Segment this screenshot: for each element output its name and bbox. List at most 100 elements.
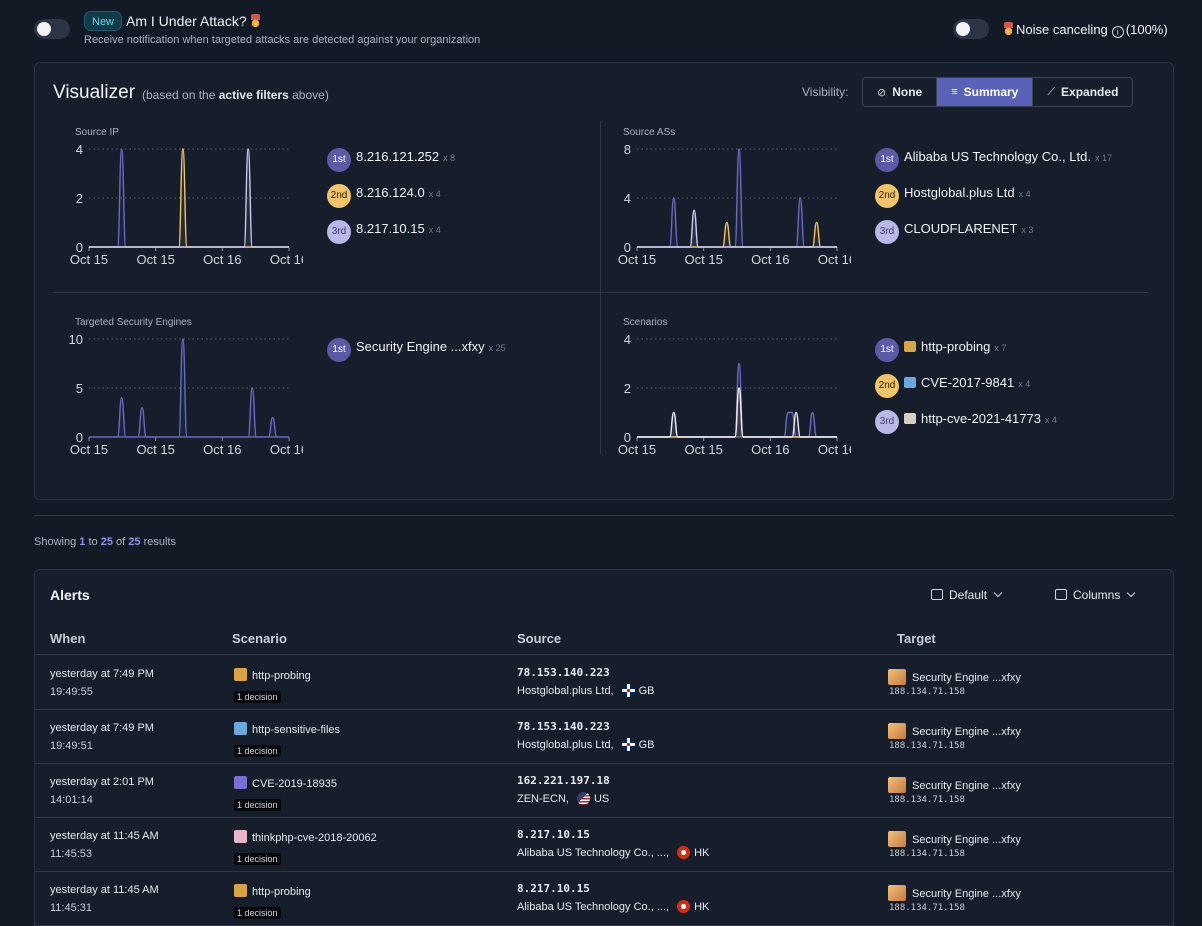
decision-badge[interactable]: 1 decision (234, 745, 281, 757)
target-engine[interactable]: Security Engine ...xfxy (888, 831, 1021, 847)
when-time: 19:49:55 (50, 686, 93, 698)
visibility-none-button[interactable]: ⊘ None (863, 78, 938, 106)
y-tick-label: 4 (624, 191, 631, 206)
rank-count: x 3 (1021, 225, 1034, 235)
flag-icon (576, 792, 590, 805)
visibility-summary-button[interactable]: ≡ Summary (937, 78, 1034, 106)
when-relative: yesterday at 2:01 PM (50, 776, 154, 788)
panel-divider-horizontal (53, 292, 1148, 293)
layout-icon (931, 589, 943, 600)
flag-icon (621, 738, 635, 751)
noise-toggle[interactable] (953, 19, 989, 39)
series-line[interactable] (637, 209, 837, 248)
alerts-table: Alerts Default Columns When Scenario Sou… (34, 569, 1174, 926)
rank-label: CLOUDFLARENET x 3 (904, 221, 1033, 236)
target-engine[interactable]: Security Engine ...xfxy (888, 723, 1021, 739)
x-tick-label: Oct 15 (685, 442, 723, 457)
scenario-name: http-probing (252, 886, 311, 898)
decision-badge[interactable]: 1 decision (234, 691, 281, 703)
subtitle-bold: active filters (218, 88, 289, 102)
table-row[interactable]: yesterday at 2:01 PM 14:01:14 CVE-2019-189… (35, 764, 1173, 818)
x-tick-label: Oct 15 (618, 252, 656, 267)
engine-icon (888, 777, 906, 793)
subtitle-suffix: above) (292, 88, 329, 102)
header-when[interactable]: When (50, 631, 86, 646)
scenario-cell[interactable]: http-probing (234, 884, 311, 898)
rank-text: CVE-2017-9841 (921, 375, 1015, 390)
visualizer-title: Visualizer (53, 82, 136, 103)
attack-title-text: Am I Under Attack? (126, 13, 247, 29)
results-suffix: results (143, 536, 176, 548)
rank-text: 8.216.121.252 (356, 149, 440, 164)
header-source[interactable]: Source (517, 631, 562, 646)
x-tick-label: Oct 15 (685, 252, 723, 267)
visualizer-subtitle: (based on the active filters above) (142, 88, 329, 102)
header-target[interactable]: Target (897, 631, 936, 646)
scenario-cell[interactable]: http-probing (234, 668, 311, 682)
x-tick-label: Oct 16 (818, 252, 851, 267)
y-tick-label: 2 (76, 191, 83, 206)
visualizer-card: Visualizer (based on the active filters … (34, 62, 1174, 500)
y-tick-label: 8 (624, 142, 631, 157)
target-engine[interactable]: Security Engine ...xfxy (888, 777, 1021, 793)
when-relative: yesterday at 7:49 PM (50, 722, 154, 734)
source-ip[interactable]: 162.221.197.18 (517, 774, 610, 787)
panel-title: Targeted Security Engines (75, 317, 192, 328)
table-row[interactable]: yesterday at 11:45 AM 11:45:53 thinkphp-cv… (35, 818, 1173, 872)
y-tick-label: 0 (624, 240, 631, 255)
series-line[interactable] (89, 338, 289, 438)
decision-badge[interactable]: 1 decision (234, 853, 281, 865)
lines-icon: ≡ (951, 86, 958, 98)
chart-area: 0 4 8 Oct 15 Oct 15 Oct 16 Oct 16 (618, 142, 851, 267)
y-tick-label: 0 (76, 240, 83, 255)
series-line[interactable] (89, 148, 289, 248)
attack-toggle[interactable] (34, 19, 70, 39)
header-scenario[interactable]: Scenario (232, 631, 287, 646)
panel-title: Scenarios (623, 317, 668, 328)
rank-label: 8.216.124.0 x 4 (356, 185, 441, 200)
rank-count: x 7 (994, 343, 1007, 353)
source-ip[interactable]: 8.217.10.15 (517, 882, 590, 895)
attack-title: Am I Under Attack? (126, 13, 260, 29)
table-row[interactable]: yesterday at 11:45 AM 11:45:31 http-probin… (35, 872, 1173, 926)
when-time: 19:49:51 (50, 740, 93, 752)
alerts-title: Alerts (50, 587, 90, 603)
info-icon[interactable]: i (1111, 26, 1124, 38)
x-tick-label: Oct 16 (203, 442, 241, 457)
panel-divider-vertical (600, 121, 601, 454)
source-ip[interactable]: 8.217.10.15 (517, 828, 590, 841)
target-ip: 188.134.71.158 (889, 903, 965, 913)
chart-panel: Scenarios 0 2 4 Oct 15 Oct 15 Oct 16 Oct 16 1st h… (601, 311, 1141, 471)
flag-icon (621, 684, 635, 697)
series-line[interactable] (637, 387, 837, 438)
rank-count: x 4 (1044, 415, 1057, 425)
table-row[interactable]: yesterday at 7:49 PM 19:49:55 http-probing… (35, 656, 1173, 710)
results-from: 1 (79, 536, 86, 548)
target-ip: 188.134.71.158 (889, 741, 965, 751)
source-ip[interactable]: 78.153.140.223 (517, 720, 610, 733)
source-ip[interactable]: 78.153.140.223 (517, 666, 610, 679)
columns-icon (1055, 589, 1067, 600)
when-relative: yesterday at 11:45 AM (50, 884, 159, 896)
target-name: Security Engine ...xfxy (912, 726, 1021, 738)
x-tick-label: Oct 16 (203, 252, 241, 267)
columns-dropdown[interactable]: Columns (1055, 588, 1136, 602)
rank-label: http-probing x 7 (904, 339, 1006, 354)
scenario-cell[interactable]: thinkphp-cve-2018-20062 (234, 830, 377, 844)
monitor-icon (234, 776, 247, 789)
decision-badge[interactable]: 1 decision (234, 799, 281, 811)
target-engine[interactable]: Security Engine ...xfxy (888, 669, 1021, 685)
series-line[interactable] (637, 148, 837, 248)
x-tick-label: Oct 15 (70, 442, 108, 457)
target-engine[interactable]: Security Engine ...xfxy (888, 885, 1021, 901)
scenario-cell[interactable]: http-sensitive-files (234, 722, 340, 736)
visibility-expanded-button[interactable]: ⟋ Expanded (1033, 78, 1132, 106)
table-row[interactable]: yesterday at 7:49 PM 19:49:51 http-sensiti… (35, 710, 1173, 764)
scenario-cell[interactable]: CVE-2019-18935 (234, 776, 337, 790)
monitor-icon (234, 722, 247, 735)
rank-label: Security Engine ...xfxy x 25 (356, 339, 506, 354)
rank-count: x 4 (428, 225, 441, 235)
view-dropdown[interactable]: Default (931, 588, 1003, 602)
option-label: Summary (963, 85, 1019, 99)
decision-badge[interactable]: 1 decision (234, 907, 281, 919)
